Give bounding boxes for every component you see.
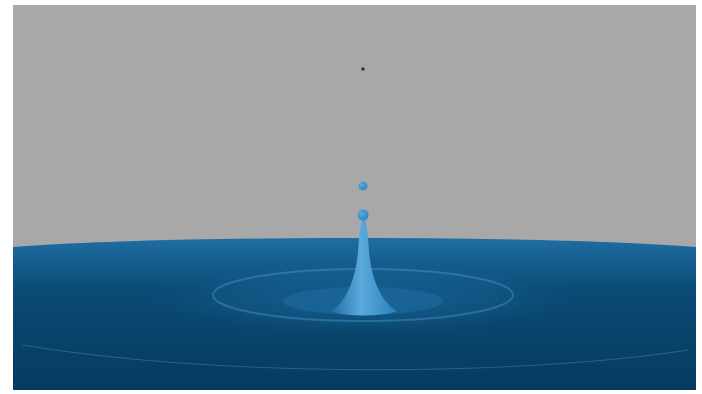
- tiny-droplet-speck: [361, 67, 365, 71]
- far-ripple-line: [22, 344, 689, 371]
- upper-droplet: [358, 181, 368, 191]
- lower-droplet: [357, 209, 369, 221]
- splash-scene: [13, 5, 696, 390]
- splash-illustration: [13, 5, 696, 390]
- splash-column: [331, 219, 397, 316]
